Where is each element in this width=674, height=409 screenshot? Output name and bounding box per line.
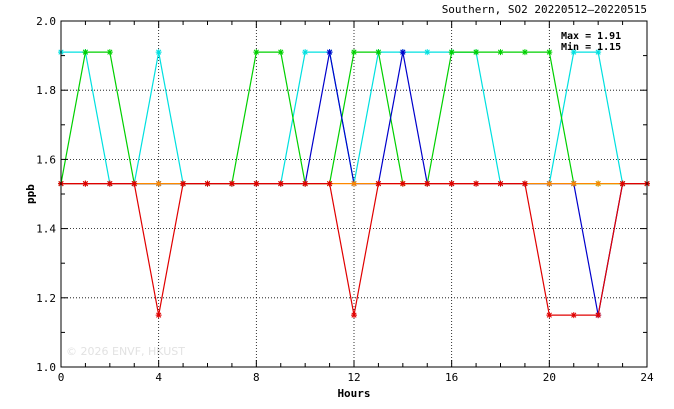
data-point bbox=[253, 49, 260, 56]
data-point bbox=[546, 312, 553, 319]
y-tick-labels: 1.0 1.2 1.4 1.6 1.8 2.0 bbox=[36, 15, 56, 374]
x-tick-label: 8 bbox=[253, 371, 260, 384]
y-tick-label: 1.4 bbox=[36, 223, 56, 236]
data-point bbox=[155, 49, 162, 56]
data-point bbox=[375, 49, 382, 56]
x-tick-labels: 0 4 8 12 16 20 24 bbox=[58, 371, 654, 384]
watermark: © 2026 ENVF, HKUST bbox=[66, 345, 185, 358]
data-point bbox=[82, 180, 89, 187]
x-tick-label: 0 bbox=[58, 371, 65, 384]
data-point bbox=[448, 180, 455, 187]
x-tick-label: 24 bbox=[640, 371, 654, 384]
chart-title: Southern, SO2 20220512–20220515 bbox=[442, 3, 647, 16]
y-tick-label: 2.0 bbox=[36, 15, 56, 28]
data-point bbox=[497, 180, 504, 187]
data-point bbox=[106, 180, 113, 187]
data-point bbox=[595, 49, 602, 56]
data-point bbox=[473, 180, 480, 187]
data-point bbox=[399, 180, 406, 187]
data-point bbox=[302, 180, 309, 187]
data-point bbox=[570, 312, 577, 319]
data-point bbox=[546, 49, 553, 56]
x-tick-label: 16 bbox=[445, 371, 458, 384]
y-tick-label: 1.2 bbox=[36, 292, 56, 305]
data-point bbox=[326, 180, 333, 187]
x-tick-label: 4 bbox=[155, 371, 162, 384]
data-point bbox=[351, 312, 357, 319]
data-point bbox=[228, 180, 235, 187]
data-point bbox=[204, 180, 211, 187]
data-point bbox=[82, 49, 89, 56]
y-tick-label: 1.0 bbox=[36, 361, 56, 374]
x-tick-label: 12 bbox=[347, 371, 360, 384]
data-point bbox=[155, 180, 162, 187]
data-point bbox=[326, 49, 333, 56]
data-point bbox=[277, 180, 284, 187]
data-point bbox=[180, 180, 187, 187]
data-point bbox=[131, 180, 138, 187]
x-axis-label: Hours bbox=[337, 387, 370, 400]
x-tick-label: 20 bbox=[543, 371, 556, 384]
axis-ticks bbox=[60, 20, 648, 368]
data-point bbox=[106, 49, 113, 56]
data-point bbox=[302, 49, 309, 56]
y-tick-label: 1.6 bbox=[36, 153, 56, 166]
data-point bbox=[277, 49, 284, 56]
data-point bbox=[546, 180, 553, 187]
data-point bbox=[570, 49, 577, 56]
data-point bbox=[351, 49, 357, 56]
series-5 bbox=[58, 180, 650, 319]
y-tick-label: 1.8 bbox=[36, 84, 56, 97]
grid-lines bbox=[61, 21, 647, 367]
data-point bbox=[448, 49, 455, 56]
data-point bbox=[595, 180, 602, 187]
y-axis-label: ppb bbox=[24, 184, 37, 204]
series-4 bbox=[58, 180, 650, 187]
data-point bbox=[351, 180, 357, 187]
data-point bbox=[619, 180, 626, 187]
data-point bbox=[595, 312, 602, 319]
min-stat: Min = 1.15 bbox=[561, 41, 621, 53]
max-stat: Max = 1.91 bbox=[561, 31, 621, 42]
data-point bbox=[155, 312, 162, 319]
data-point bbox=[424, 180, 431, 187]
data-point bbox=[253, 180, 260, 187]
data-point bbox=[473, 49, 480, 56]
data-point bbox=[399, 49, 406, 56]
data-point bbox=[497, 49, 504, 56]
data-point bbox=[521, 49, 528, 56]
series-layer bbox=[58, 49, 650, 319]
data-point bbox=[424, 49, 431, 56]
data-point bbox=[570, 180, 577, 187]
data-point bbox=[521, 180, 528, 187]
data-point bbox=[375, 180, 382, 187]
